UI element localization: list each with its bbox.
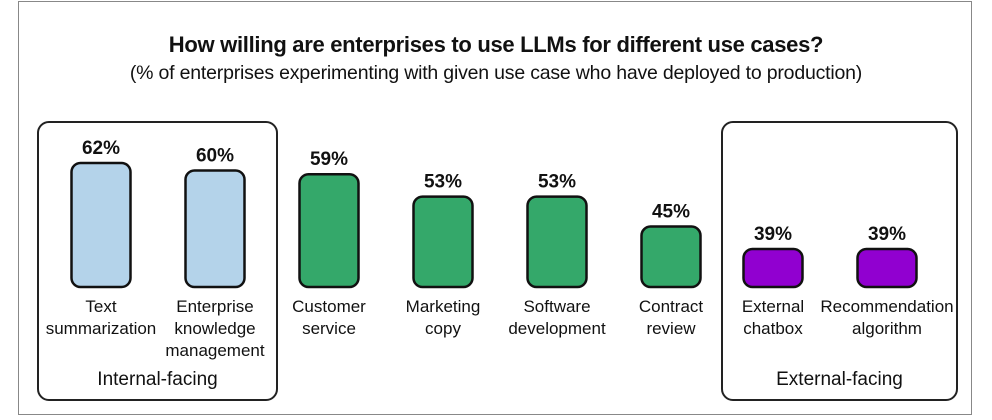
data-label: 59% [310, 149, 348, 170]
bar [640, 225, 702, 289]
data-label: 45% [652, 202, 690, 223]
category-label: Software [523, 297, 590, 316]
group-label-external: External-facing [776, 369, 903, 390]
data-label: 39% [754, 224, 792, 245]
category-label: management [165, 341, 265, 360]
category-label: External [742, 297, 804, 316]
category-label: Marketing [406, 297, 481, 316]
data-label: 62% [82, 138, 120, 159]
category-label: copy [425, 319, 461, 338]
bar [742, 247, 804, 289]
category-label: algorithm [852, 319, 922, 338]
chart-title: How willing are enterprises to use LLMs … [168, 32, 824, 57]
category-label: Customer [292, 297, 366, 316]
bar [298, 172, 360, 289]
chart-subtitle: (% of enterprises experimenting with giv… [129, 62, 863, 84]
data-label: 60% [196, 145, 234, 166]
group-external-facing: External-facing [721, 121, 958, 401]
bar [184, 169, 246, 289]
chart-frame [18, 1, 972, 415]
category-label: chatbox [743, 319, 803, 338]
category-label: service [302, 319, 356, 338]
category-label: Enterprise [176, 297, 253, 316]
data-label: 53% [538, 172, 576, 193]
category-label: summarization [46, 319, 157, 338]
group-internal-facing: Internal-facing [37, 121, 278, 401]
category-label: knowledge [174, 319, 255, 338]
category-label: Recommendation [820, 297, 953, 316]
group-label-internal: Internal-facing [97, 369, 218, 390]
data-label: 53% [424, 172, 462, 193]
category-label: development [508, 319, 606, 338]
bar [70, 161, 132, 289]
category-label: Text [85, 297, 116, 316]
data-label: 39% [868, 224, 906, 245]
category-label: review [646, 319, 696, 338]
category-label: Contract [639, 297, 704, 316]
bar [856, 247, 918, 289]
bar [526, 195, 588, 289]
bar [412, 195, 474, 289]
